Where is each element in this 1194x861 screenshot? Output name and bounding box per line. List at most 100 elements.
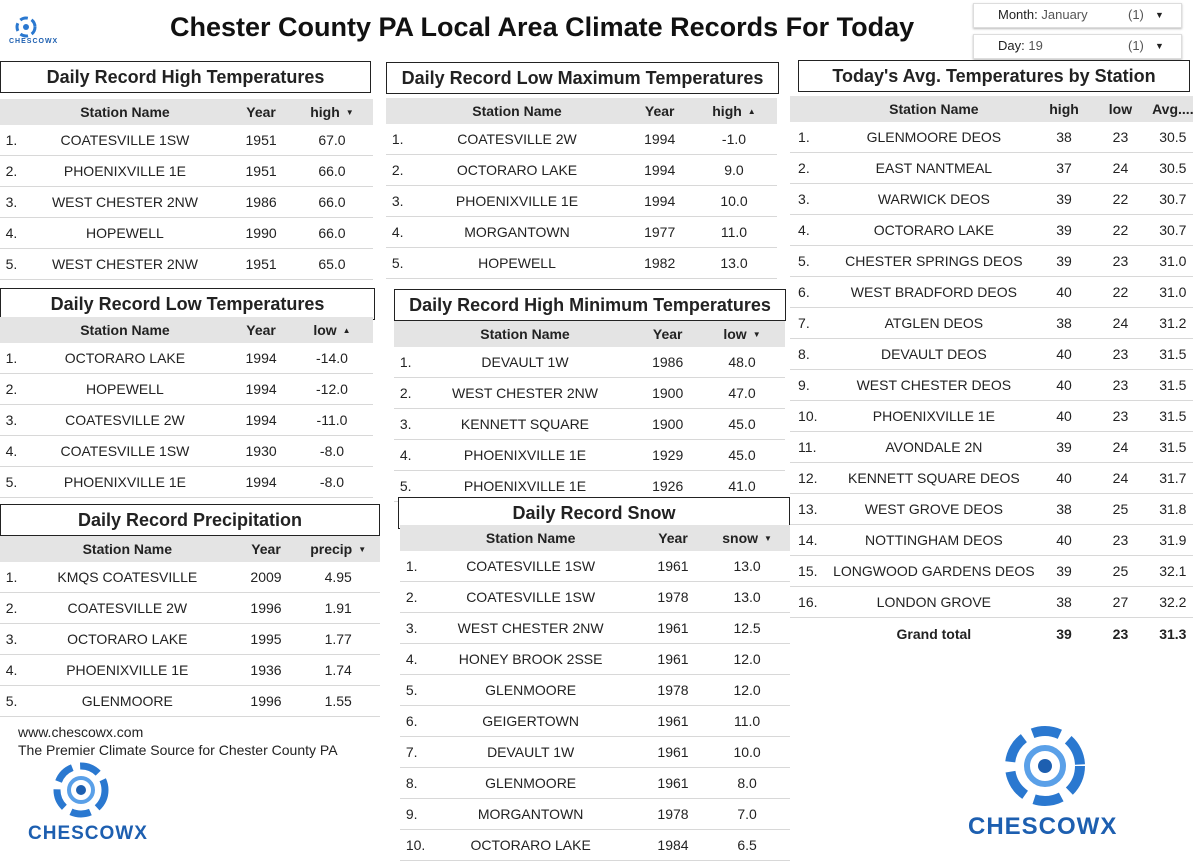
table-row: 1. KMQS COATESVILLE 2009 4.95 (0, 562, 380, 593)
table-cell: 10.0 (720, 193, 748, 209)
table-cell: OCTORARO LAKE (456, 162, 578, 178)
table-cell: COATESVILLE 2W (457, 131, 577, 147)
table-cell: 47.0 (728, 385, 756, 401)
table-cell: OCTORARO LAKE (64, 350, 186, 366)
row-number: 4. (5, 443, 18, 459)
table-cell: 31.0 (1159, 284, 1187, 300)
table-cell: GLENMOORE (485, 775, 577, 791)
row-number: 1. (5, 132, 18, 148)
table-cell: 23 (1112, 129, 1129, 145)
table-cell: 1961 (657, 620, 689, 636)
table-header: Station Name Year high ▼ (0, 99, 373, 125)
table-cell: 40 (1056, 470, 1072, 486)
row-number: 3. (5, 194, 18, 210)
footer-tagline: The Premier Climate Source for Chester C… (18, 742, 338, 758)
logo-icon (53, 762, 109, 818)
table-cell: 32.1 (1159, 563, 1187, 579)
table-cell: 22 (1112, 191, 1129, 207)
table-cell: KENNETT SQUARE (460, 416, 590, 432)
table-cell: WEST GROVE DEOS (864, 501, 1003, 517)
table-row: 4. PHOENIXVILLE 1E 1929 45.0 (394, 440, 785, 471)
table-cell: LONDON GROVE (876, 594, 992, 610)
sort-arrow[interactable]: ▼ (752, 329, 761, 339)
table-cell: 39 (1056, 439, 1072, 455)
table-row: 3. OCTORARO LAKE 1995 1.77 (0, 624, 380, 655)
table-row: 3. COATESVILLE 2W 1994 -11.0 (0, 405, 373, 436)
table-row: 1. COATESVILLE 1SW 1951 67.0 (0, 125, 373, 156)
sort-arrow[interactable]: ▼ (764, 533, 772, 543)
row-number: 16. (798, 594, 818, 610)
table-cell: CHESTER SPRINGS DEOS (845, 253, 1023, 269)
table-row: 7. DEVAULT 1W 1961 10.0 (400, 737, 790, 768)
column-header: Station Name (480, 326, 570, 342)
table-row: 4. COATESVILLE 1SW 1930 -8.0 (0, 436, 373, 467)
sort-arrow[interactable]: ▼ (345, 107, 354, 117)
table-title: Daily Record High Temperatures (0, 61, 371, 93)
table-cell: 67.0 (318, 132, 346, 148)
sort-arrow[interactable]: ▼ (358, 544, 367, 554)
row-number: 14. (798, 532, 818, 548)
row-number: 15. (798, 563, 818, 579)
row-number: 5. (399, 478, 412, 494)
row-number: 5. (5, 474, 18, 490)
table-row: 4. OCTORARO LAKE 39 22 30.7 (790, 215, 1193, 246)
table-cell: 12.0 (733, 682, 761, 698)
column-header: Year (246, 104, 276, 120)
row-number: 10. (798, 408, 818, 424)
sort-arrow[interactable]: ▲ (747, 106, 756, 116)
row-number: 1. (5, 569, 18, 585)
table-row: 10. PHOENIXVILLE 1E 40 23 31.5 (790, 401, 1193, 432)
total-cell: 23 (1112, 626, 1129, 642)
table-cell: -14.0 (316, 350, 348, 366)
row-number: 2. (5, 600, 18, 616)
column-header: high ▲ (712, 103, 756, 119)
table-cell: 38 (1056, 315, 1072, 331)
table-cell: 1986 (245, 194, 277, 210)
day-filter[interactable]: Day: 19 (1) ▼ (973, 34, 1182, 59)
table-cell: 1994 (245, 474, 277, 490)
row-number: 9. (798, 377, 810, 393)
row-number: 4. (5, 225, 18, 241)
sort-arrow[interactable]: ▲ (342, 325, 351, 335)
row-number: 5. (5, 693, 18, 709)
table-cell: 1.77 (324, 631, 352, 647)
month-filter[interactable]: Month: January (1) ▼ (973, 3, 1182, 28)
table-row: 5. GLENMOORE 1978 12.0 (400, 675, 790, 706)
table-row: 5. WEST CHESTER 2NW 1951 65.0 (0, 249, 373, 280)
table-cell: WARWICK DEOS (877, 191, 990, 207)
table-row: 2. COATESVILLE 1SW 1978 13.0 (400, 582, 790, 613)
row-number: 2. (5, 381, 18, 397)
table-cell: 1961 (657, 558, 689, 574)
grand-total-row: Grand total 39 23 31.3 (790, 618, 1193, 650)
table-row: 1. DEVAULT 1W 1986 48.0 (394, 347, 785, 378)
filter-count: (1) (1128, 38, 1144, 53)
row-number: 1. (405, 558, 418, 574)
table-title: Today's Avg. Temperatures by Station (798, 60, 1190, 92)
table-cell: 1961 (657, 713, 689, 729)
column-header: high ▼ (310, 104, 354, 120)
table-cell: 1951 (245, 256, 277, 272)
table-row: 4. HOPEWELL 1990 66.0 (0, 218, 373, 249)
table-cell: 31.5 (1159, 408, 1187, 424)
logo-icon (15, 16, 37, 38)
table-row: 3. KENNETT SQUARE 1900 45.0 (394, 409, 785, 440)
table-cell: COATESVILLE 1SW (466, 558, 596, 574)
table-cell: 38 (1056, 594, 1072, 610)
table-cell: GLENMOORE DEOS (866, 129, 1002, 145)
table-cell: 24 (1112, 439, 1129, 455)
table-cell: 1986 (652, 354, 684, 370)
table-cell: KENNETT SQUARE DEOS (848, 470, 1020, 486)
column-header: low ▼ (723, 326, 761, 342)
table-cell: NOTTINGHAM DEOS (865, 532, 1003, 548)
table-cell: 31.5 (1159, 439, 1187, 455)
table-cell: 66.0 (318, 194, 346, 210)
column-header: Station Name (472, 103, 562, 119)
table-header: Station Name Year low ▲ (0, 317, 373, 343)
table-cell: 31.5 (1159, 346, 1187, 362)
table-cell: 23 (1112, 346, 1129, 362)
table-cell: 30.7 (1159, 191, 1187, 207)
filter-count: (1) (1128, 7, 1144, 22)
row-number: 2. (5, 163, 18, 179)
table-cell: 1978 (657, 589, 689, 605)
table-cell: -8.0 (319, 474, 345, 490)
